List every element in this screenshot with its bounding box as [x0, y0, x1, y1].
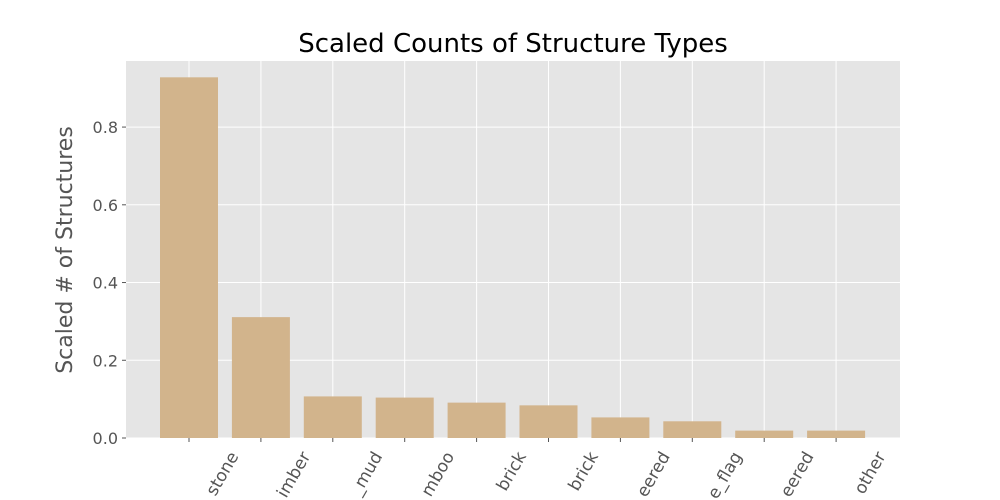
y-tick-label: 0.8 [93, 118, 118, 137]
bar [303, 396, 362, 438]
bar [735, 430, 794, 438]
bar [447, 402, 506, 438]
bar [591, 417, 650, 438]
bars [160, 77, 866, 439]
y-tick-label: 0.2 [93, 351, 118, 370]
y-tick-label: 0.6 [93, 196, 118, 215]
x-tick-label: mboo [418, 449, 459, 500]
x-tick-label: eered [633, 449, 675, 500]
y-axis-ticks: 0.0 0.2 0.4 0.6 0.8 [93, 118, 126, 448]
bar [519, 405, 578, 438]
bar [807, 430, 866, 438]
x-tick-label: brick [493, 448, 531, 494]
x-tick-label: imber [273, 448, 315, 500]
x-tick-label: _mud [346, 449, 387, 500]
bar [160, 77, 218, 439]
x-tick-label: e_flag [704, 449, 747, 500]
x-axis-ticks: stone imber _mud mboo brick brick eered e_flag e… [188, 438, 890, 500]
grid-lines [126, 61, 900, 439]
bar [663, 421, 722, 438]
y-axis-label: Scaled # of Structures [53, 126, 78, 374]
chart-title: Scaled Counts of Structure Types [298, 29, 728, 59]
x-tick-label: other [850, 448, 890, 497]
y-tick-label: 0.0 [93, 429, 118, 448]
x-tick-label: stone [202, 449, 243, 500]
x-tick-label: eered [777, 449, 819, 500]
bar [231, 317, 290, 438]
bar [375, 397, 434, 438]
y-tick-label: 0.4 [93, 274, 118, 293]
x-tick-label: brick [565, 448, 603, 494]
